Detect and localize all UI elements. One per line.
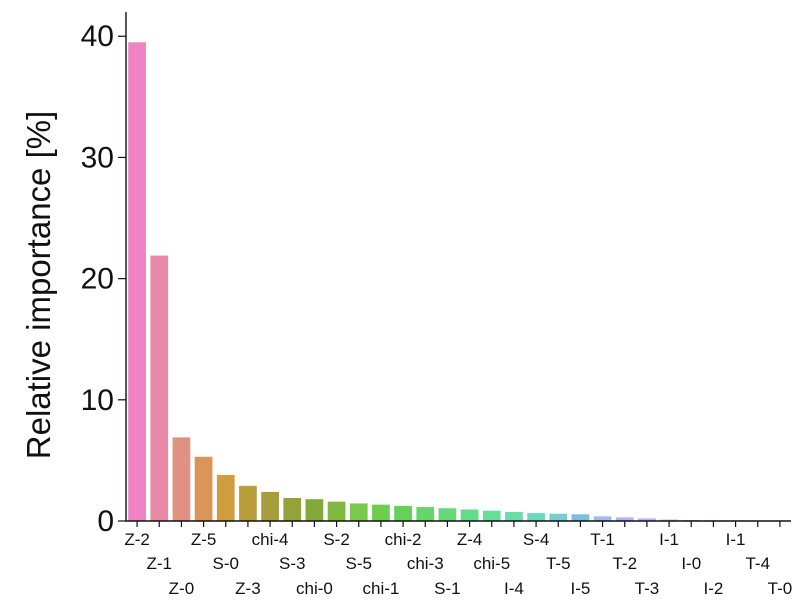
bar-Z-0 [172,437,191,521]
x-tick-label: Z-0 [169,579,195,598]
bar-Z-4 [460,509,479,521]
bar-I-4 [505,511,523,521]
bar-Z-3 [239,485,257,521]
bar-chi-3 [416,507,435,521]
x-tick-label: chi-4 [252,530,289,549]
bar-chi-1 [372,504,390,521]
bar-S-1 [438,508,457,521]
x-tick-label: Z-3 [235,579,261,598]
y-tick-label: 30 [81,141,114,174]
bar-Z-1 [150,255,169,521]
x-tick-label: chi-1 [362,579,399,598]
bar-T-5 [549,513,568,521]
x-tick-label: I-1 [726,530,746,549]
bar-T-2 [615,517,634,521]
x-tick-label: S-5 [346,554,372,573]
bar-chi-0 [305,499,324,521]
y-axis-label: Relative importance [%] [20,111,57,459]
x-tick-label: chi-0 [296,579,333,598]
bar-Z-5 [194,456,213,521]
bar-S-0 [216,474,235,521]
x-tick-label: Z-2 [124,530,150,549]
x-tick-label: I-1 [659,530,679,549]
bar-S-3 [283,497,302,521]
x-tick-label: chi-5 [473,554,510,573]
x-tick-label: S-2 [323,530,349,549]
bar-S-2 [327,501,346,521]
bars-group [128,42,789,522]
x-tick-label: I-5 [570,579,590,598]
x-ticks-group: Z-2 Z-1 Z-0 Z-5 S-0 Z-3 chi-4 S-3 chi-0 S-2 S-5 chi… [124,521,792,598]
x-tick-label: S-3 [279,554,305,573]
bar-I-5 [571,514,590,521]
x-tick-label: chi-2 [385,530,422,549]
x-tick-label: T-5 [546,554,571,573]
x-tick-label: S-1 [434,579,460,598]
axis-lines [125,12,791,522]
bar-Z-2 [128,42,146,522]
x-tick-label: S-0 [213,554,239,573]
y-ticks-group: 0 10 20 30 40 [81,20,126,538]
x-tick-label: S-4 [523,530,549,549]
y-tick-label: 20 [81,263,114,296]
x-tick-label: I-4 [504,579,524,598]
x-tick-label: chi-3 [407,554,444,573]
bar-chi-2 [394,505,412,521]
x-tick-label: Z-4 [457,530,483,549]
bar-S-5 [349,503,368,521]
x-tick-label: T-1 [590,530,615,549]
bar-S-4 [527,513,545,521]
bar-T-1 [593,516,612,521]
bar-T-3 [638,518,656,521]
y-tick-label: 40 [81,20,114,53]
y-tick-label: 10 [81,384,114,417]
x-tick-label: T-0 [768,579,793,598]
x-tick-label: I-0 [681,554,701,573]
x-tick-label: T-2 [612,554,637,573]
x-tick-label: T-4 [745,554,770,573]
y-tick-label: 0 [97,505,114,538]
bar-chi-5 [482,510,501,521]
axes-frame [125,12,791,522]
x-tick-label: I-2 [703,579,723,598]
x-tick-label: Z-5 [191,530,217,549]
bar-chi-4 [261,491,279,521]
x-tick-label: Z-1 [147,554,173,573]
bar-I-1 [660,519,678,521]
x-tick-label: T-3 [635,579,660,598]
